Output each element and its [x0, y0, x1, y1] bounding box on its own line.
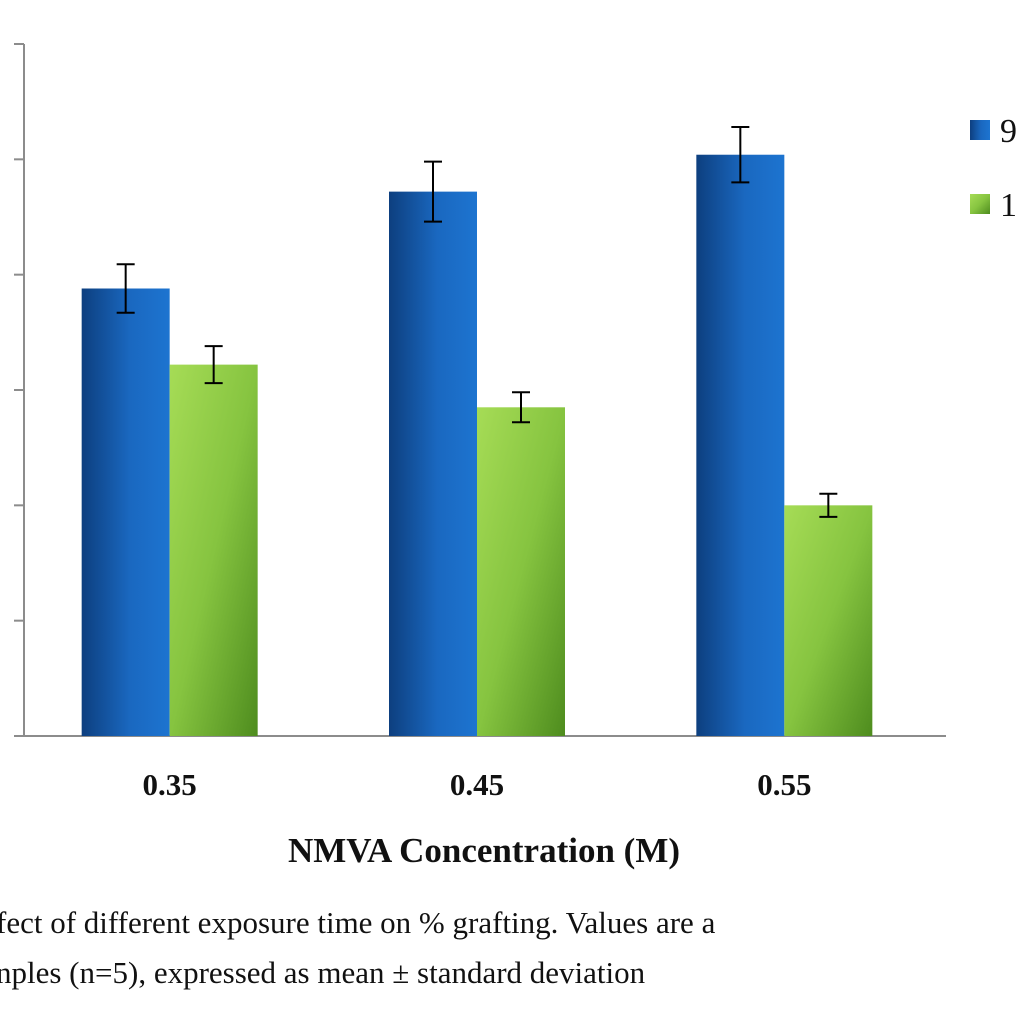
- legend-label: 1: [1000, 187, 1017, 224]
- bar-series-2-0.45: [477, 407, 565, 736]
- figure-caption-line-1: fect of different exposure time on % gra…: [0, 905, 716, 940]
- legend-label: 9: [1000, 113, 1017, 150]
- bar-series-2-0.35: [169, 364, 258, 736]
- grafting-bar-chart: 0.35 0.45 0.55 NMVA Concentration (M) 91: [14, 43, 1017, 870]
- x-tick-labels: 0.35 0.45 0.55: [143, 767, 812, 802]
- legend-swatch: [970, 194, 990, 214]
- bar-series-1-0.55: [696, 154, 785, 737]
- x-axis-title: NMVA Concentration (M): [288, 831, 680, 870]
- x-tick-label: 0.55: [757, 767, 811, 802]
- legend-swatch: [970, 120, 990, 140]
- bars: [81, 154, 873, 737]
- x-tick-label: 0.45: [450, 767, 504, 802]
- x-tick-label: 0.35: [143, 767, 197, 802]
- figure-caption-line-2: nples (n=5), expressed as mean ± standar…: [0, 955, 646, 990]
- bar-series-1-0.45: [389, 191, 477, 737]
- error-bars: [116, 126, 838, 518]
- legend: 91: [970, 113, 1017, 224]
- bar-series-2-0.55: [784, 505, 873, 736]
- bar-series-1-0.35: [81, 288, 170, 736]
